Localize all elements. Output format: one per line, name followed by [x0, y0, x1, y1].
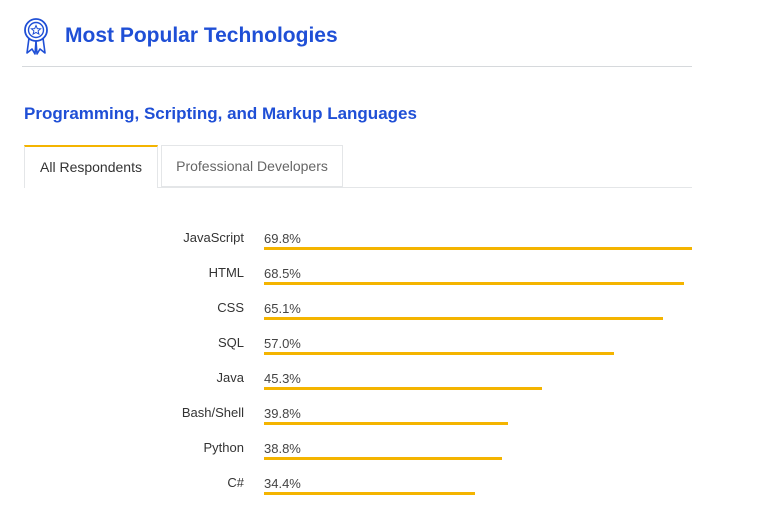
bar — [264, 457, 502, 460]
bar — [264, 247, 692, 250]
page-title: Most Popular Technologies — [65, 24, 338, 47]
value-label: 39.8% — [264, 406, 301, 421]
bar — [264, 317, 663, 320]
section-title: Programming, Scripting, and Markup Langu… — [24, 104, 417, 123]
value-label: 65.1% — [264, 301, 301, 316]
category-label: HTML — [208, 265, 244, 280]
bar — [264, 282, 684, 285]
category-label: Python — [203, 440, 244, 455]
bar — [264, 492, 475, 495]
bar — [264, 352, 614, 355]
value-label: 38.8% — [264, 441, 301, 456]
respondent-tabs: All Respondents Professional Developers — [24, 145, 692, 188]
category-label: Bash/Shell — [181, 405, 244, 420]
bar — [264, 422, 508, 425]
value-label: 57.0% — [264, 336, 301, 351]
bar — [264, 387, 542, 390]
value-label: 68.5% — [264, 266, 301, 281]
category-label: JavaScript — [183, 230, 244, 245]
tab-all-respondents[interactable]: All Respondents — [24, 145, 158, 188]
tab-professional-developers[interactable]: Professional Developers — [161, 145, 343, 187]
category-label: C# — [227, 475, 244, 490]
value-label: 69.8% — [264, 231, 301, 246]
language-popularity-chart: JavaScript 69.8% HTML 68.5% CSS 65.1% SQL 57.0%… — [0, 220, 762, 505]
category-label: SQL — [217, 335, 244, 350]
value-label: 34.4% — [264, 476, 301, 491]
award-ribbon-icon — [24, 18, 48, 55]
page-header: Most Popular Technologies — [22, 14, 692, 67]
category-label: Java — [216, 370, 244, 385]
category-label: CSS — [217, 300, 244, 315]
value-label: 45.3% — [264, 371, 301, 386]
